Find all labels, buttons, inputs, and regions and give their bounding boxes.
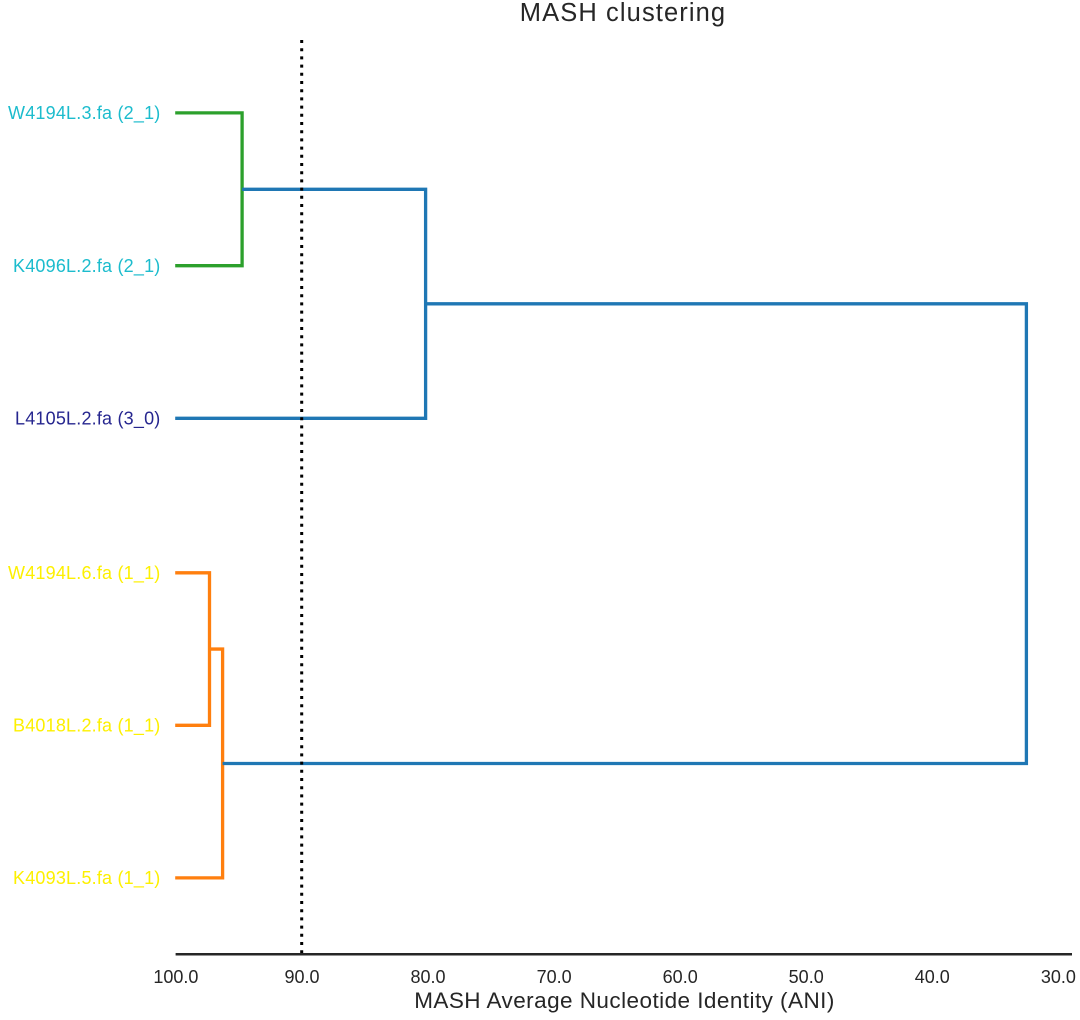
- svg-text:80.0: 80.0: [411, 967, 446, 987]
- svg-text:100.0: 100.0: [153, 967, 198, 987]
- svg-text:MASH Average Nucleotide Identi: MASH Average Nucleotide Identity (ANI): [414, 988, 835, 1013]
- svg-text:90.0: 90.0: [284, 967, 319, 987]
- svg-text:50.0: 50.0: [789, 967, 824, 987]
- svg-text:MASH clustering: MASH clustering: [520, 0, 726, 27]
- svg-text:W4194L.6.fa (1_1): W4194L.6.fa (1_1): [8, 563, 161, 584]
- svg-text:40.0: 40.0: [915, 967, 950, 987]
- svg-text:70.0: 70.0: [537, 967, 572, 987]
- svg-text:60.0: 60.0: [663, 967, 698, 987]
- svg-text:K4096L.2.fa (2_1): K4096L.2.fa (2_1): [13, 256, 161, 277]
- svg-text:B4018L.2.fa (1_1): B4018L.2.fa (1_1): [13, 716, 161, 737]
- svg-text:K4093L.5.fa (1_1): K4093L.5.fa (1_1): [13, 868, 161, 889]
- svg-text:30.0: 30.0: [1041, 967, 1076, 987]
- svg-text:W4194L.3.fa (2_1): W4194L.3.fa (2_1): [8, 103, 161, 124]
- svg-text:L4105L.2.fa (3_0): L4105L.2.fa (3_0): [15, 409, 161, 430]
